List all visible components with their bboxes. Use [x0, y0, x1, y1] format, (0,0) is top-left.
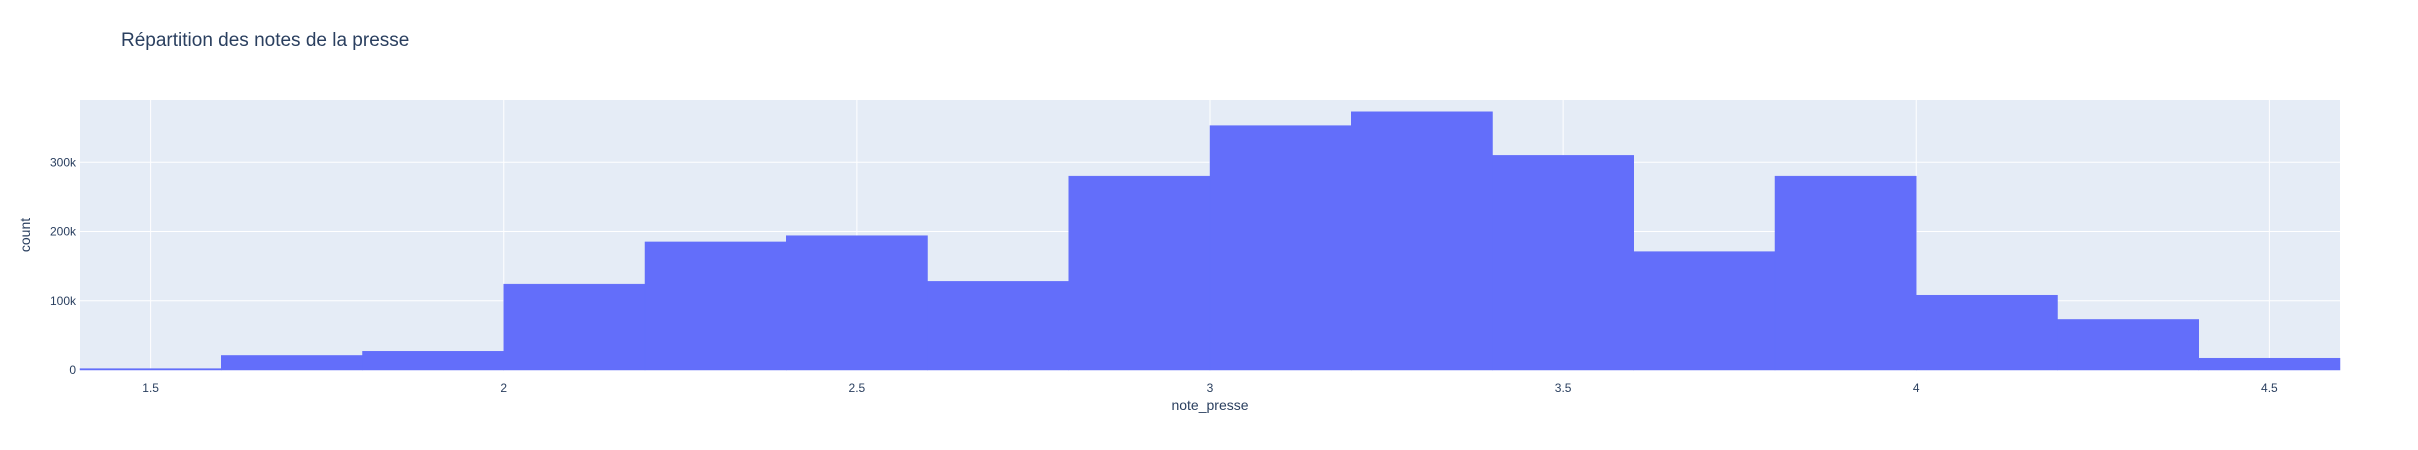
y-tick-label: 200k: [50, 225, 77, 239]
histogram-bar: [2057, 319, 2199, 371]
x-axis-ticks: 1.5 2 2.5 3 3.5 4 4.5: [142, 381, 2278, 395]
y-tick-label: 0: [69, 363, 76, 377]
y-axis-ticks: 0 100k 200k 300k: [50, 155, 77, 377]
histogram-bar: [644, 241, 787, 371]
histogram-bar: [1916, 294, 2058, 371]
histogram-bar: [1068, 175, 1211, 371]
chart-title: Répartition des notes de la presse: [121, 30, 410, 51]
histogram-bar: [79, 368, 222, 371]
histogram-bar: [1209, 125, 1352, 371]
histogram-bar: [362, 351, 504, 371]
histogram-bar: [1351, 111, 1493, 371]
y-tick-label: 300k: [50, 155, 77, 169]
histogram-bar: [786, 235, 928, 371]
histogram-bar: [1774, 175, 1917, 371]
histogram-bar: [503, 283, 646, 371]
histogram-bar: [2198, 357, 2341, 371]
x-tick-label: 4.5: [2261, 381, 2278, 395]
histogram-bars: [79, 111, 2341, 371]
x-tick-label: 3.5: [1555, 381, 1572, 395]
histogram-bar: [927, 281, 1069, 371]
x-tick-label: 4: [1913, 381, 1920, 395]
histogram-bar: [1633, 251, 1776, 371]
x-axis-title: note_presse: [1171, 397, 1248, 413]
histogram-bar: [221, 355, 363, 371]
x-tick-label: 2: [500, 381, 507, 395]
x-tick-label: 2.5: [849, 381, 866, 395]
y-tick-label: 100k: [50, 294, 77, 308]
y-axis-title: count: [17, 218, 33, 252]
x-tick-label: 3: [1207, 381, 1214, 395]
histogram-bar: [1492, 155, 1634, 371]
x-tick-label: 1.5: [142, 381, 159, 395]
